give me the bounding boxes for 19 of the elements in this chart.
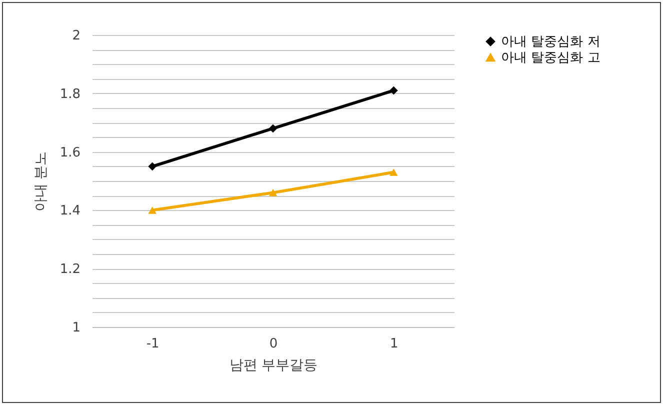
point: [268, 189, 278, 196]
legend-label: 아내 탈중심화 저: [501, 34, 600, 50]
point: [268, 124, 278, 133]
y-tick-label: 1.6: [60, 145, 80, 160]
x-tick-label: 1: [390, 336, 398, 352]
point: [389, 168, 398, 176]
y-tick-label: 1.2: [60, 262, 80, 278]
x-tick-label: -1: [146, 336, 160, 352]
y-tick-label: 1.4: [60, 204, 80, 219]
point: [148, 162, 157, 171]
legend-label: 아내 탈중심화 고: [501, 50, 600, 66]
y-tick-label: 1.8: [60, 86, 80, 102]
x-axis-title: 남편 부부갈등: [229, 358, 318, 374]
y-tick-label: 1: [72, 320, 80, 336]
y-axis-title: 아내 분노: [32, 151, 49, 212]
point: [148, 206, 157, 214]
x-tick-label: 0: [269, 336, 278, 352]
point: [389, 86, 398, 95]
y-tick-label: 2: [72, 28, 80, 44]
